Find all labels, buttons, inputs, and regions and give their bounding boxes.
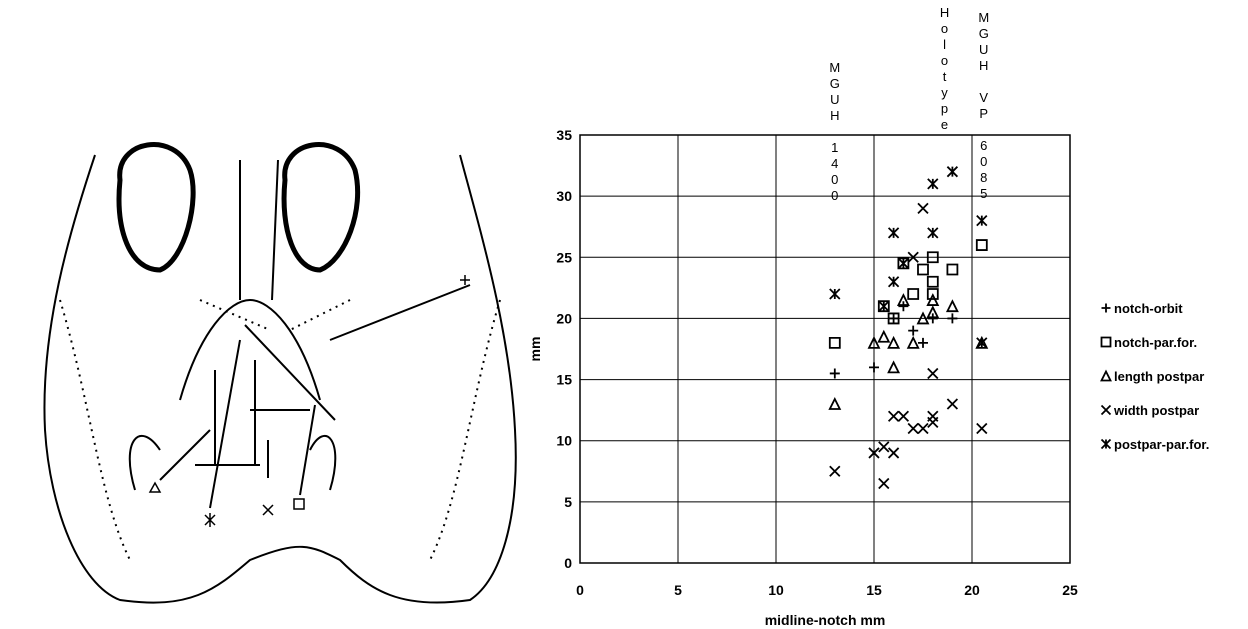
point bbox=[830, 289, 840, 299]
point bbox=[977, 423, 987, 433]
point bbox=[908, 423, 918, 433]
legend-marker bbox=[1102, 304, 1111, 313]
x-tick-label: 15 bbox=[866, 582, 882, 598]
legend-label: postpar-par.for. bbox=[1114, 437, 1209, 452]
point bbox=[830, 399, 840, 409]
x-tick-label: 10 bbox=[768, 582, 784, 598]
point bbox=[889, 228, 899, 238]
point bbox=[947, 313, 957, 323]
legend-marker bbox=[1102, 372, 1111, 381]
y-tick-label: 35 bbox=[556, 127, 572, 143]
point bbox=[947, 399, 957, 409]
point bbox=[879, 332, 889, 342]
point bbox=[918, 265, 928, 275]
scatter-chart: midline-notch mm mm 0 5 10 15 20 25 30 35 0 5 10 15… bbox=[527, 5, 1209, 628]
point bbox=[928, 277, 938, 287]
point bbox=[889, 448, 899, 458]
y-tick-label: 30 bbox=[556, 188, 572, 204]
plot-frame bbox=[580, 135, 1070, 563]
point bbox=[947, 167, 957, 177]
point bbox=[977, 240, 987, 250]
y-tick-label: 5 bbox=[564, 494, 572, 510]
point bbox=[830, 466, 840, 476]
point bbox=[947, 265, 957, 275]
y-tick-label: 15 bbox=[556, 372, 572, 388]
point bbox=[928, 228, 938, 238]
legend-label: notch-par.for. bbox=[1114, 335, 1197, 350]
point bbox=[889, 313, 899, 323]
annotation: Holotype bbox=[937, 5, 952, 133]
point bbox=[918, 338, 928, 348]
x-axis-label: midline-notch mm bbox=[765, 612, 886, 628]
point bbox=[889, 338, 899, 348]
point bbox=[908, 289, 918, 299]
y-tick-label: 0 bbox=[564, 555, 572, 571]
point bbox=[928, 368, 938, 378]
figure: midline-notch mm mm 0 5 10 15 20 25 30 35 0 5 10 15… bbox=[0, 0, 1248, 629]
annotation: MGUH VP 6085 bbox=[976, 10, 991, 202]
skull-drawing bbox=[44, 145, 515, 603]
point bbox=[889, 411, 899, 421]
point bbox=[879, 301, 889, 311]
legend-marker bbox=[1102, 338, 1111, 347]
point bbox=[879, 442, 889, 452]
point bbox=[918, 203, 928, 213]
point bbox=[977, 216, 987, 226]
point bbox=[908, 338, 918, 348]
legend-label: length postpar bbox=[1114, 369, 1204, 384]
point bbox=[918, 423, 928, 433]
y-axis-label: mm bbox=[527, 337, 543, 362]
point bbox=[889, 362, 899, 372]
x-tick-label: 5 bbox=[674, 582, 682, 598]
y-tick-label: 25 bbox=[556, 249, 572, 265]
annotation: MGUH 1400 bbox=[827, 60, 842, 204]
y-tick-label: 20 bbox=[556, 310, 572, 326]
x-tick-label: 20 bbox=[964, 582, 980, 598]
point bbox=[830, 338, 840, 348]
point bbox=[830, 368, 840, 378]
point bbox=[928, 295, 938, 305]
point bbox=[928, 411, 938, 421]
point bbox=[898, 258, 908, 268]
legend-label: width postpar bbox=[1113, 403, 1199, 418]
point bbox=[947, 301, 957, 311]
point bbox=[908, 326, 918, 336]
point bbox=[889, 277, 899, 287]
point bbox=[928, 179, 938, 189]
legend-label: notch-orbit bbox=[1114, 301, 1183, 316]
point bbox=[869, 362, 879, 372]
legend-marker bbox=[1102, 440, 1111, 449]
x-tick-label: 0 bbox=[576, 582, 584, 598]
legend-marker bbox=[1102, 406, 1111, 415]
point bbox=[898, 411, 908, 421]
y-tick-label: 10 bbox=[556, 433, 572, 449]
x-tick-label: 25 bbox=[1062, 582, 1078, 598]
point bbox=[879, 479, 889, 489]
